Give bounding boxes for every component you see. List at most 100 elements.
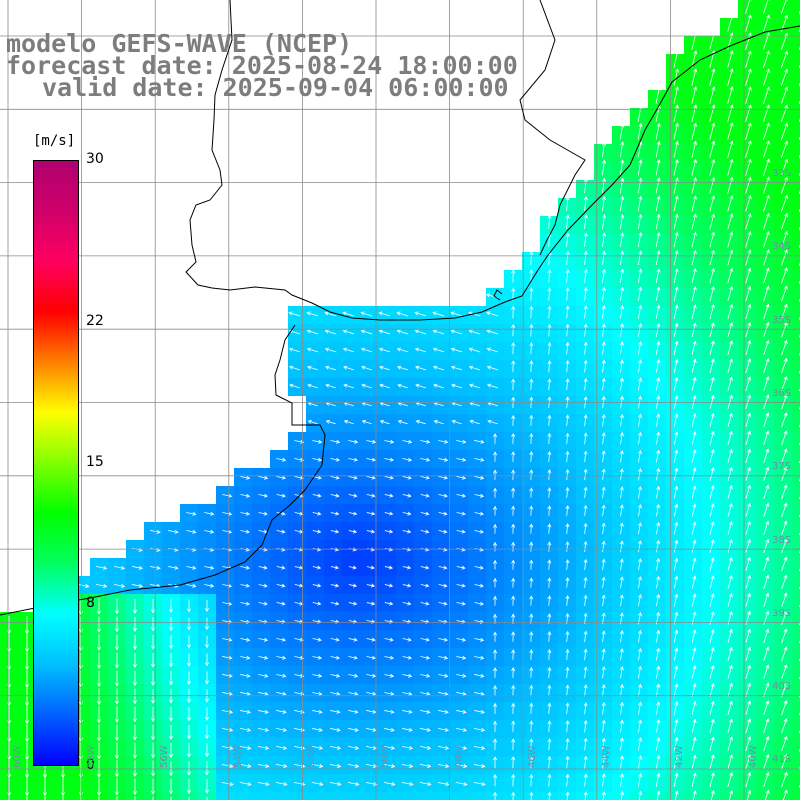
wind-arrow xyxy=(24,706,30,725)
wind-arrow xyxy=(402,529,412,534)
wind-arrow xyxy=(275,763,288,768)
wind-arrow xyxy=(348,529,358,534)
wind-arrow xyxy=(709,521,715,535)
wind-arrow xyxy=(240,637,251,642)
wind-arrow xyxy=(150,724,156,741)
wind-arrow xyxy=(727,700,733,715)
wind-arrow xyxy=(691,521,697,535)
wind-speed-cell xyxy=(792,666,800,684)
wind-arrow xyxy=(673,683,679,697)
wind-arrow xyxy=(727,664,733,679)
wind-arrow xyxy=(745,231,752,248)
wind-arrow xyxy=(781,212,788,230)
wind-arrow xyxy=(673,104,679,122)
wind-arrow xyxy=(637,522,642,535)
wind-speed-cell xyxy=(792,306,800,324)
wind-arrow xyxy=(709,682,715,697)
wind-arrow xyxy=(132,778,138,796)
wind-arrow xyxy=(397,419,408,425)
longitude-label: 56W xyxy=(159,745,171,768)
wind-arrow xyxy=(583,359,588,373)
wind-arrow xyxy=(44,796,46,800)
wind-arrow xyxy=(468,347,481,353)
wind-speed-cell xyxy=(306,792,324,800)
wind-arrow xyxy=(601,791,606,800)
wind-arrow xyxy=(691,503,697,517)
wind-arrow xyxy=(602,195,607,212)
wind-arrow xyxy=(727,249,734,266)
wind-arrow xyxy=(384,745,396,750)
wind-arrow xyxy=(348,655,358,660)
wind-arrow xyxy=(547,505,552,516)
wind-arrow xyxy=(727,502,733,517)
wind-arrow xyxy=(150,760,156,777)
wind-arrow xyxy=(709,213,716,230)
wind-arrow xyxy=(709,122,716,140)
wind-arrow xyxy=(709,718,715,733)
wind-arrow xyxy=(288,347,301,353)
wind-arrow xyxy=(361,419,372,425)
wind-arrow xyxy=(24,634,30,653)
wind-arrow xyxy=(583,594,588,607)
wind-arrow xyxy=(451,383,462,389)
wind-arrow xyxy=(437,781,450,787)
wind-arrow xyxy=(619,359,624,373)
wind-arrow xyxy=(709,485,715,499)
wind-arrow xyxy=(619,268,625,283)
wind-arrow xyxy=(258,691,269,696)
wind-arrow xyxy=(379,383,390,389)
wind-arrow xyxy=(240,655,251,660)
wind-arrow xyxy=(619,177,625,194)
wind-arrow xyxy=(420,511,430,516)
wind-arrow xyxy=(258,655,269,660)
wind-arrow xyxy=(150,599,156,614)
wind-arrow xyxy=(168,635,174,650)
wind-arrow xyxy=(655,557,661,571)
wind-arrow xyxy=(474,493,485,498)
wind-arrow xyxy=(289,383,300,389)
wind-arrow xyxy=(276,529,286,534)
wind-arrow xyxy=(206,796,208,800)
wind-arrow xyxy=(98,796,100,800)
wind-arrow xyxy=(583,630,588,643)
wind-arrow xyxy=(529,702,534,715)
wind-arrow xyxy=(565,468,570,480)
wind-arrow xyxy=(240,691,251,696)
wind-arrow xyxy=(487,419,498,425)
wind-arrow xyxy=(78,742,84,761)
wind-arrow xyxy=(691,122,698,140)
wind-arrow xyxy=(781,771,788,788)
wind-arrow xyxy=(383,763,396,768)
wind-arrow xyxy=(62,796,64,800)
wind-arrow xyxy=(727,772,734,788)
wind-arrow xyxy=(565,305,570,319)
wind-arrow xyxy=(763,682,770,698)
wind-arrow xyxy=(745,628,752,643)
wind-arrow xyxy=(727,303,734,320)
wind-arrow xyxy=(456,637,467,642)
wind-arrow xyxy=(547,360,552,373)
wind-arrow xyxy=(529,432,534,444)
wind-arrow xyxy=(511,702,516,715)
wind-speed-cell xyxy=(792,486,800,504)
wind-arrow xyxy=(780,0,789,14)
wind-arrow xyxy=(637,413,643,427)
wind-arrow xyxy=(366,475,376,480)
wind-arrow xyxy=(745,194,752,212)
wind-arrow xyxy=(709,285,715,302)
wind-arrow xyxy=(529,451,534,462)
wind-arrow xyxy=(529,378,534,391)
wind-arrow xyxy=(150,617,156,632)
wind-arrow xyxy=(113,583,126,588)
wind-arrow xyxy=(342,311,355,317)
wind-speed-cell xyxy=(126,792,144,800)
wind-arrow xyxy=(583,558,588,570)
wind-arrow xyxy=(655,772,661,787)
wind-arrow xyxy=(673,268,679,284)
wind-arrow xyxy=(420,673,431,678)
wind-arrow xyxy=(529,649,534,660)
wind-arrow xyxy=(258,709,269,714)
wind-arrow xyxy=(186,565,197,570)
wind-arrow xyxy=(673,754,679,769)
wind-speed-cell xyxy=(684,792,702,800)
